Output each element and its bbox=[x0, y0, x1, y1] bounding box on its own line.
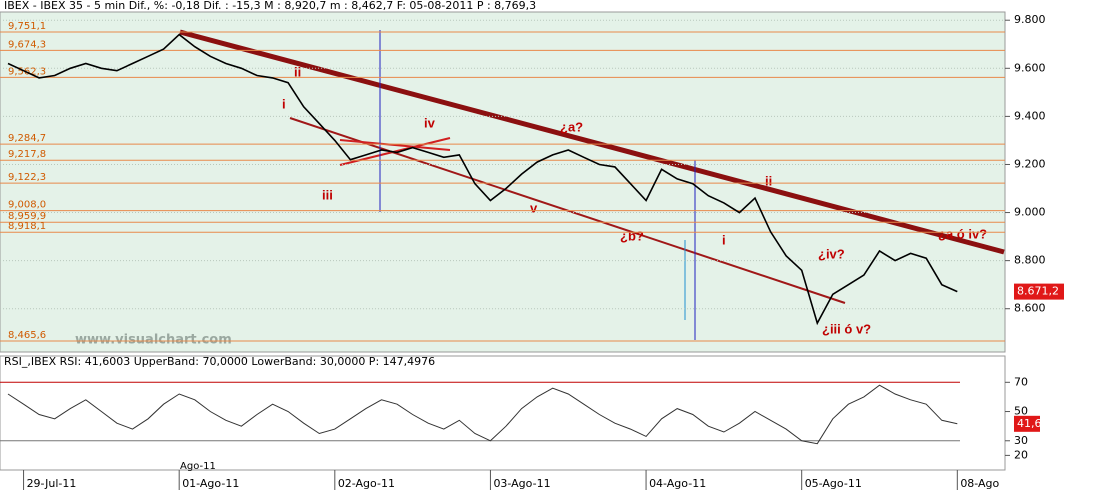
y-tick-label: 9.000 bbox=[1014, 206, 1046, 219]
y-tick-label: 9.600 bbox=[1014, 61, 1046, 74]
wave-label: ¿a ó iv? bbox=[938, 226, 987, 241]
level-label: 8,959,9 bbox=[8, 211, 46, 222]
x-tick-label: 04-Ago-11 bbox=[649, 477, 706, 490]
wave-label: ¿a? bbox=[560, 119, 583, 134]
y-tick-label: 9.200 bbox=[1014, 157, 1046, 170]
current-value-label: 8.671,2 bbox=[1017, 285, 1059, 298]
price-panel bbox=[0, 12, 1005, 352]
wave-label: ¿iii ó v? bbox=[822, 321, 871, 336]
wave-label: ii bbox=[765, 173, 772, 188]
level-label: 9,217,8 bbox=[8, 149, 46, 160]
current-value-box bbox=[1014, 415, 1040, 432]
level-label: 8,918,1 bbox=[8, 221, 46, 232]
y-tick-label: 9.800 bbox=[1014, 13, 1046, 26]
wave-label: i bbox=[282, 96, 286, 111]
level-label: 9,122,3 bbox=[8, 172, 46, 183]
x-tick-label: 03-Ago-11 bbox=[493, 477, 550, 490]
x-tick-label: 08-Ago bbox=[960, 477, 999, 490]
y-tick-label: 20 bbox=[1014, 448, 1028, 461]
x-tick-label: 29-Jul-11 bbox=[27, 477, 77, 490]
x-tick-label: 05-Ago-11 bbox=[805, 477, 862, 490]
level-label: 9,674,3 bbox=[8, 39, 46, 50]
y-tick-label: 8.600 bbox=[1014, 302, 1046, 315]
y-tick-label: 30 bbox=[1014, 434, 1028, 447]
wave-label: v bbox=[530, 200, 538, 215]
wave-label: i bbox=[722, 232, 726, 247]
price-line bbox=[7, 384, 958, 445]
level-label: 9,284,7 bbox=[8, 133, 46, 144]
price-frame bbox=[0, 11, 1006, 353]
wave-label: ¿b? bbox=[620, 228, 644, 243]
current-value-label: 41,6 bbox=[1017, 417, 1042, 430]
chart-title: IBEX - IBEX 35 - 5 min Dif., %: -0,18 Di… bbox=[4, 0, 536, 12]
wave-label: iii bbox=[322, 187, 333, 202]
price-line bbox=[7, 33, 958, 326]
rsi-title: RSI_,IBEX RSI: 41,6003 UpperBand: 70,000… bbox=[4, 355, 435, 368]
y-tick-label: 70 bbox=[1014, 375, 1028, 388]
y-tick-label: 8.800 bbox=[1014, 254, 1046, 267]
y-tick-label: 50 bbox=[1014, 405, 1028, 418]
level-label: 9,751,1 bbox=[8, 21, 46, 32]
x-tick-label: 02-Ago-11 bbox=[338, 477, 395, 490]
watermark: www.visualchart.com bbox=[75, 333, 232, 348]
level-label: 9,008,0 bbox=[8, 200, 46, 211]
x-tick-label: 01-Ago-11 bbox=[182, 477, 239, 490]
y-tick-label: 9.400 bbox=[1014, 109, 1046, 122]
wave-label: ¿iv? bbox=[818, 246, 845, 261]
wave-label: iv bbox=[424, 115, 436, 130]
level-label: 8,465,6 bbox=[8, 330, 46, 341]
x-extra-label: Ago-11 bbox=[180, 461, 216, 472]
wave-label: ii bbox=[294, 64, 301, 79]
rsi-panel bbox=[0, 355, 1006, 471]
current-value-box bbox=[1014, 283, 1064, 300]
